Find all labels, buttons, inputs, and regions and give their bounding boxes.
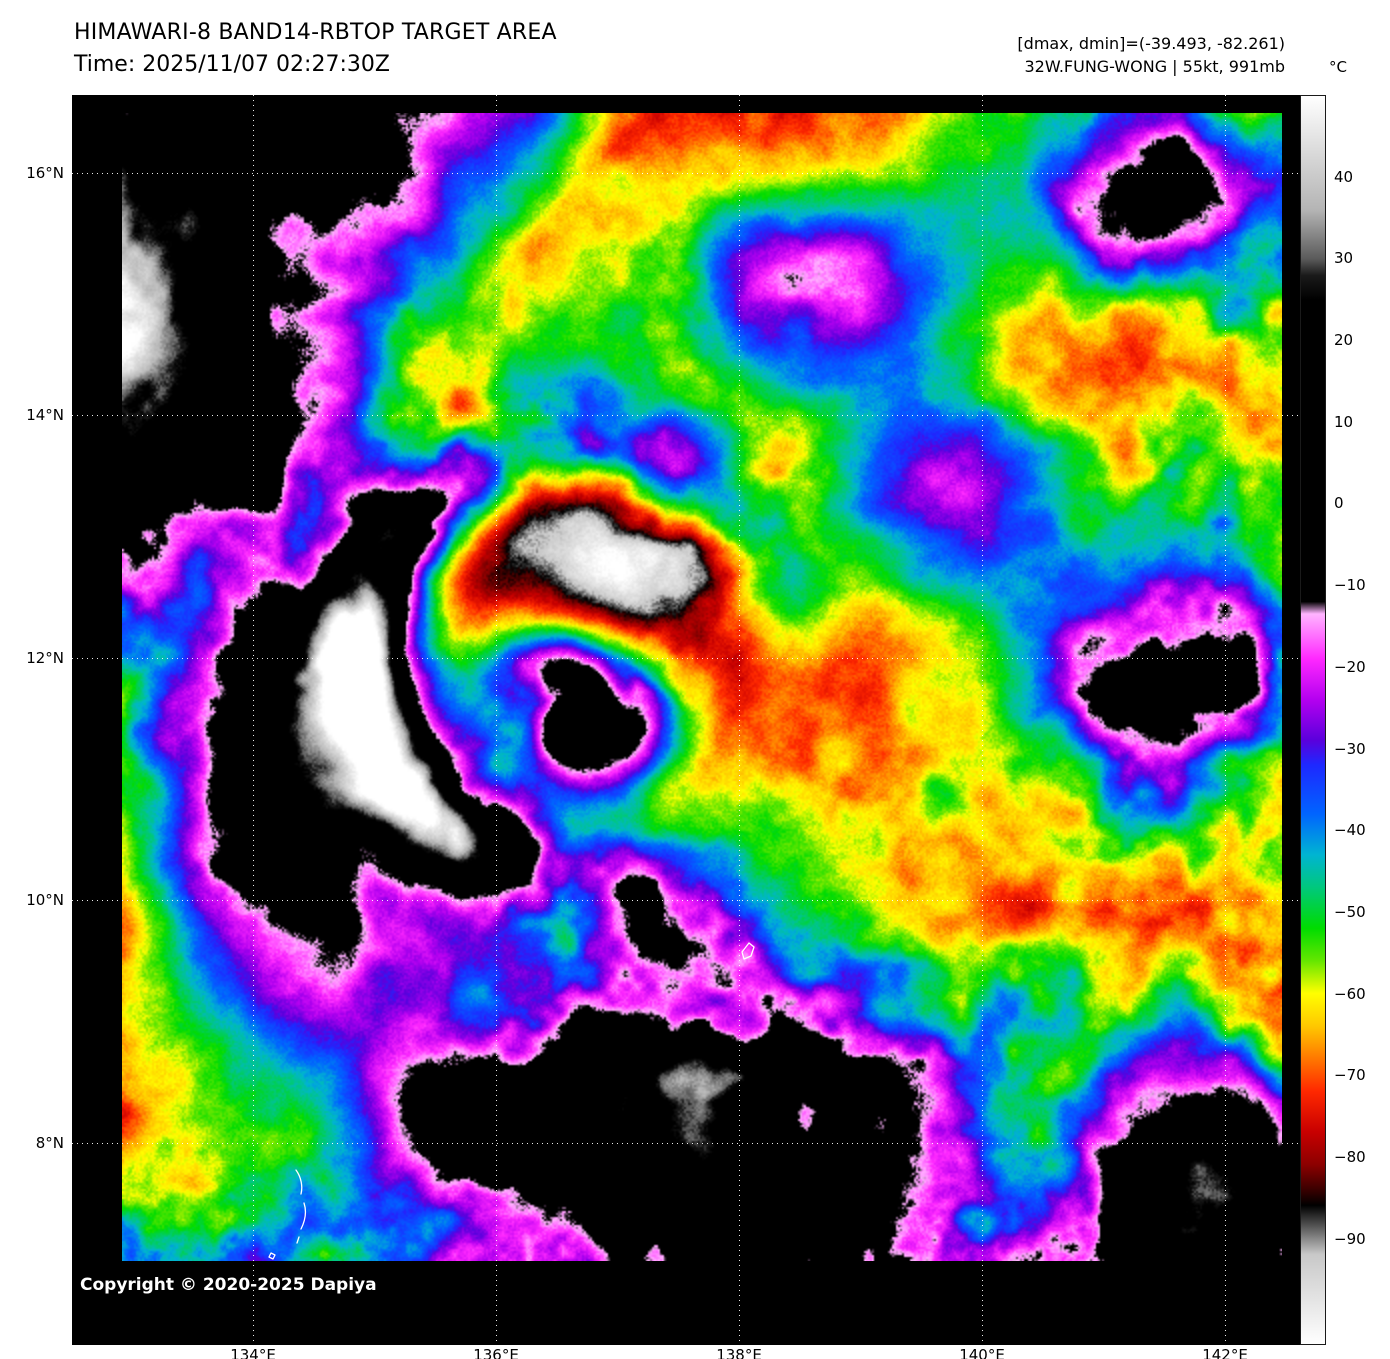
satellite-image [122, 113, 1282, 1261]
lon-axis-label: 140°E [959, 1346, 1005, 1359]
lon-axis-label: 142°E [1202, 1346, 1248, 1359]
lat-axis-label: 12°N [26, 648, 64, 667]
coastline-overlay [268, 942, 755, 1260]
grid-line-lon [253, 95, 254, 1345]
colorbar-tick-label: −90 [1334, 1229, 1366, 1248]
grid-line-lat [72, 657, 1302, 659]
colorbar-tick-label: −10 [1334, 576, 1366, 595]
map-plot-area: Copyright © 2020-2025 Dapiya [72, 95, 1302, 1345]
lon-axis-label: 134°E [230, 1346, 276, 1359]
colorbar-tick-label: 30 [1334, 249, 1354, 268]
colorbar-tick-label: −40 [1334, 821, 1366, 840]
coastline-island-small [741, 942, 755, 960]
colorbar-tick-label: −60 [1334, 984, 1366, 1003]
coastline-island-dot [268, 1252, 276, 1260]
storm-info: 32W.FUNG-WONG | 55kt, 991mb [1024, 57, 1285, 76]
colorbar [1300, 95, 1326, 1345]
coastline-island-chain [295, 1169, 307, 1244]
grid-line-lat [72, 1142, 1302, 1144]
colorbar-tick-label: −20 [1334, 657, 1366, 676]
lat-axis-label: 16°N [26, 164, 64, 182]
colorbar-tick-label: −50 [1334, 902, 1366, 921]
grid-line-lon [982, 95, 983, 1345]
copyright-label: Copyright © 2020-2025 Dapiya [80, 1275, 377, 1295]
lat-axis-label: 8°N [35, 1133, 64, 1152]
colorbar-tick-label: 20 [1334, 331, 1354, 350]
lon-axis-label: 136°E [473, 1346, 519, 1359]
colorbar-tick-label: −70 [1334, 1066, 1366, 1085]
colorbar-tick-label: −30 [1334, 739, 1366, 758]
grid-line-lat [72, 900, 1302, 902]
grid-line-lat [72, 173, 1302, 174]
colorbar-tick-label: 10 [1334, 412, 1354, 431]
lat-axis-label: 14°N [26, 406, 64, 425]
colorbar-unit-label: °C [1329, 58, 1347, 76]
figure-time: Time: 2025/11/07 02:27:30Z [74, 52, 390, 77]
lat-axis-label: 10°N [26, 891, 64, 910]
colorbar-tick-label: 0 [1334, 494, 1344, 513]
colorbar-tick-label: −80 [1334, 1148, 1366, 1167]
grid-line-lon [739, 95, 740, 1345]
grid-line-lat [72, 415, 1302, 417]
header-right-block: [dmax, dmin]=(-39.493, -82.261) 32W.FUNG… [1017, 32, 1285, 78]
grid-line-lon [1225, 95, 1226, 1345]
figure-title: HIMAWARI-8 BAND14-RBTOP TARGET AREA [74, 20, 557, 45]
dmax-dmin-readout: [dmax, dmin]=(-39.493, -82.261) [1017, 34, 1285, 53]
lon-axis-label: 138°E [716, 1346, 762, 1359]
grid-line-lon [496, 95, 497, 1345]
colorbar-tick-label: 40 [1334, 167, 1354, 186]
